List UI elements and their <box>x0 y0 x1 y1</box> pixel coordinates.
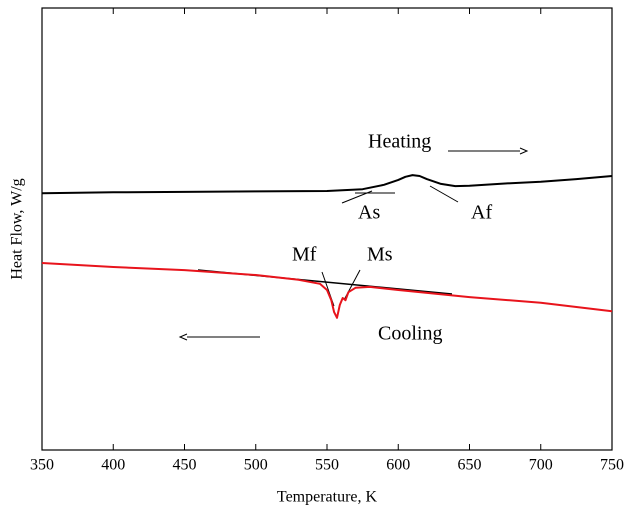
x-tick-label: 700 <box>529 457 553 474</box>
annotation: Heating <box>368 131 431 153</box>
annotation: Cooling <box>378 323 442 345</box>
data-line <box>41 262 613 319</box>
y-axis-label: Heat Flow, W/g <box>9 178 26 279</box>
x-tick-label: 650 <box>458 457 482 474</box>
x-tick-label: 500 <box>244 457 268 474</box>
plot-frame <box>41 7 613 451</box>
annotation: As <box>358 202 380 224</box>
x-tick-label: 450 <box>173 457 197 474</box>
leader-line <box>429 185 459 203</box>
x-axis-label: Temperature, K <box>277 489 378 506</box>
x-tick-label: 600 <box>386 457 410 474</box>
data-line <box>41 174 613 195</box>
decorations <box>178 147 529 341</box>
leader-line <box>341 190 373 204</box>
x-tick-label: 750 <box>600 457 624 474</box>
arrow-head <box>519 147 529 155</box>
x-tick-label: 550 <box>315 457 339 474</box>
x-tick-label: 400 <box>101 457 125 474</box>
annotation: Ms <box>367 244 393 266</box>
x-tick-label: 350 <box>30 457 54 474</box>
annotation: Mf <box>292 244 317 266</box>
annotation: Af <box>471 202 492 224</box>
arrow-head <box>178 333 188 341</box>
